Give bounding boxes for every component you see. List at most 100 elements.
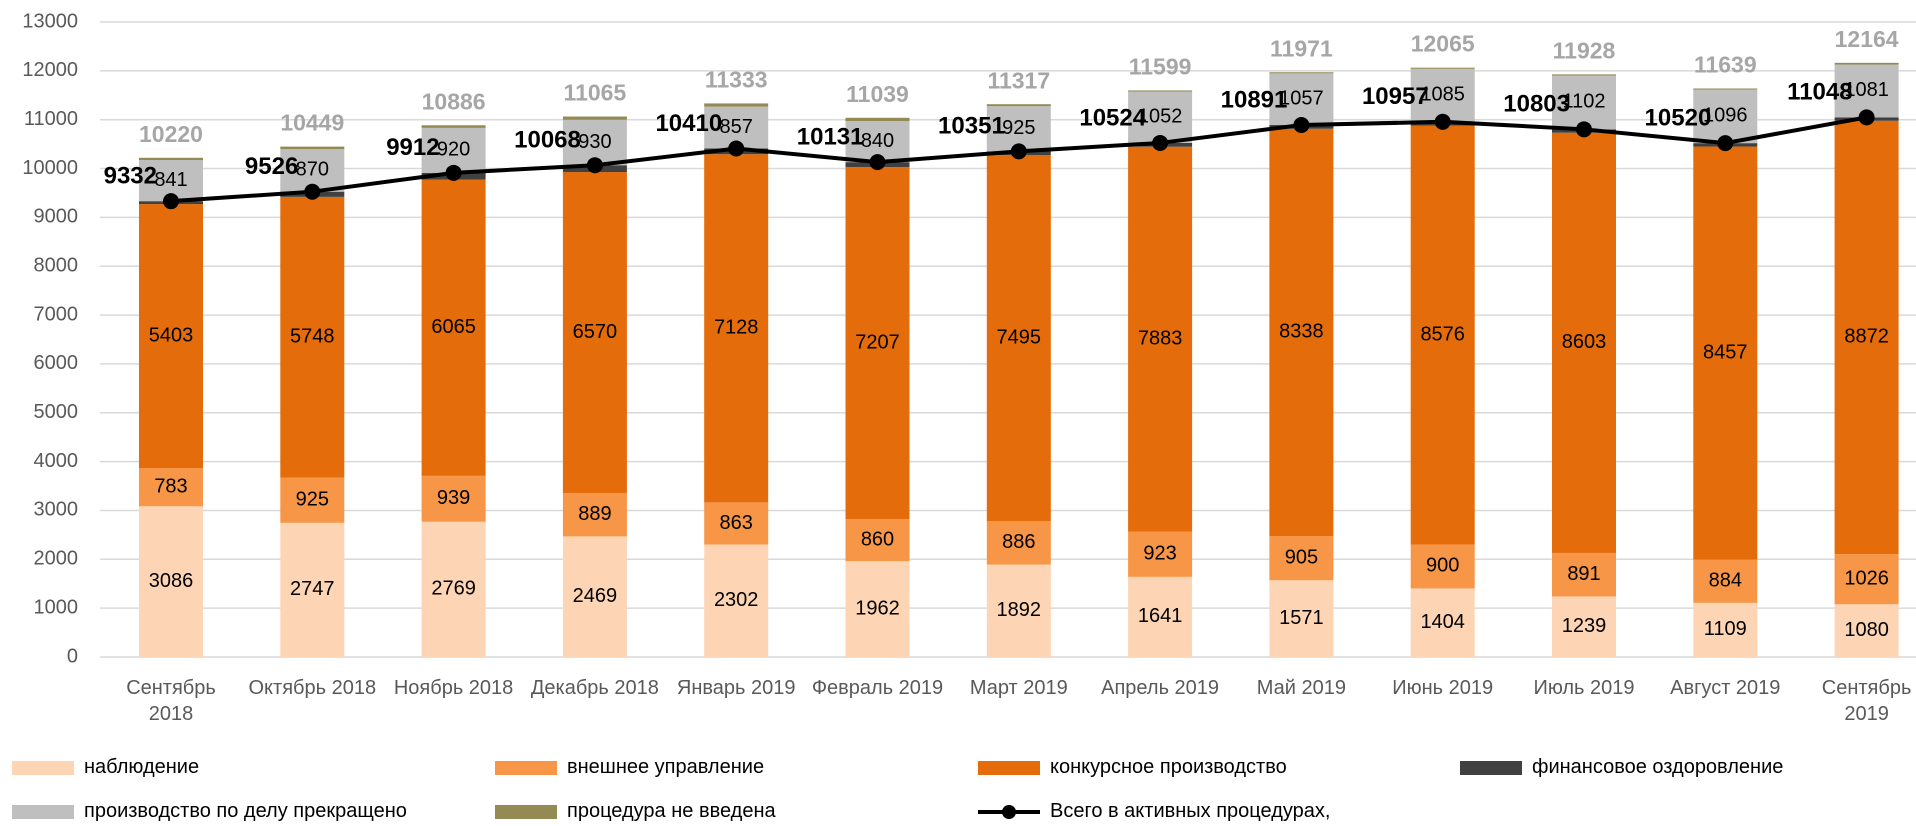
data-label: 905 [1285, 546, 1318, 568]
x-tick-label: Февраль 2019 [811, 677, 944, 699]
y-tick-label: 1000 [34, 596, 79, 618]
total-label: 11971 [1270, 35, 1333, 61]
bar-segment [1693, 602, 1758, 657]
x-tick-label: Январь 2019 [676, 677, 796, 699]
bar-segment [1552, 75, 1616, 130]
line-marker [728, 140, 745, 157]
bar-segment [421, 179, 486, 476]
bar-segment [1552, 552, 1616, 597]
bar-segment [1269, 128, 1334, 537]
total-label: 11639 [1694, 52, 1757, 78]
total-label: 11039 [846, 81, 909, 107]
bar-segment [1834, 554, 1899, 605]
data-label: 1081 [1844, 79, 1889, 101]
data-label: 923 [1143, 543, 1176, 565]
total-label: 12065 [1411, 31, 1475, 57]
y-tick-label: 11000 [24, 108, 78, 130]
legend-label: финансовое оздоровление [1532, 756, 1784, 778]
total-label: 10886 [422, 88, 486, 114]
data-label: 1962 [855, 597, 900, 619]
bar-segment [1128, 90, 1193, 92]
line-marker [869, 154, 886, 171]
bar-segment [562, 536, 627, 657]
line-marker [1152, 134, 1169, 151]
line-label: 10803 [1503, 91, 1570, 118]
data-label: 1571 [1279, 607, 1324, 629]
bar-segment [845, 519, 910, 562]
line-marker [1293, 117, 1310, 134]
line-label: 10068 [514, 127, 581, 154]
y-tick-label: 2000 [34, 548, 79, 570]
data-label: 891 [1567, 563, 1600, 585]
line-marker [1858, 109, 1875, 126]
bar-segment [139, 204, 203, 469]
data-label: 7495 [997, 327, 1042, 349]
bar-segment [1834, 62, 1899, 65]
bar-segment [1410, 588, 1475, 657]
bar-segment [1269, 536, 1334, 581]
data-label: 860 [861, 528, 894, 550]
bar-segment [1834, 120, 1899, 555]
data-label: 886 [1002, 531, 1035, 553]
x-tick-label: Октябрь 2018 [248, 677, 377, 699]
bar-segment [1693, 146, 1758, 560]
data-label: 1080 [1844, 619, 1889, 641]
x-tick-label: Сентябрь 2018 [126, 677, 216, 725]
data-label: 5748 [290, 326, 335, 348]
data-label: 884 [1709, 570, 1742, 592]
bar-segment [1410, 125, 1475, 545]
legend-item: Всего в активных процедурах, [978, 800, 1330, 823]
bar-segment [1693, 559, 1758, 603]
line-marker [163, 193, 179, 210]
data-label: 1102 [1562, 91, 1605, 113]
bar-segment [1410, 67, 1475, 69]
bar-segment [1410, 68, 1475, 122]
data-label: 6570 [573, 321, 618, 343]
data-label: 5403 [149, 324, 194, 346]
data-label: 8576 [1420, 323, 1465, 345]
data-label: 2769 [431, 578, 476, 600]
data-label: 8603 [1562, 331, 1607, 353]
x-tick-label: Ноябрь 2018 [393, 677, 514, 699]
bar-segment [1128, 531, 1193, 577]
data-label: 840 [861, 130, 894, 152]
legend-swatch [495, 760, 557, 775]
line-marker [1434, 113, 1451, 130]
bar-segment [421, 475, 486, 522]
legend-item: производство по делу прекращено [12, 800, 407, 823]
bar-segment [280, 146, 345, 150]
line-marker [1010, 143, 1027, 160]
x-tick-label: Март 2019 [969, 677, 1068, 699]
total-label: 12164 [1835, 26, 1899, 52]
legend-swatch [12, 804, 74, 819]
x-tick-label: Июнь 2019 [1392, 677, 1494, 699]
data-label: 3086 [149, 570, 194, 592]
data-label: 8457 [1703, 341, 1748, 363]
data-label: 7883 [1138, 328, 1183, 350]
legend-label: наблюдение [84, 756, 200, 778]
total-label: 11333 [705, 67, 768, 93]
line-label: 10410 [655, 110, 722, 137]
data-label: 920 [437, 139, 470, 161]
data-label: 900 [1426, 555, 1459, 577]
bar-segment [1552, 596, 1616, 657]
bar-segment [704, 103, 769, 107]
data-label: 1052 [1138, 106, 1183, 128]
data-label: 2469 [573, 585, 618, 607]
bar-segment [421, 521, 486, 657]
bar-segment [139, 506, 203, 657]
line-label: 10524 [1079, 104, 1146, 131]
bar-segment [139, 157, 203, 161]
total-label: 11928 [1553, 37, 1616, 63]
y-tick-label: 0 [67, 645, 78, 667]
legend-item: финансовое оздоровление [1460, 756, 1783, 779]
data-label: 870 [296, 159, 329, 181]
x-tick-label: Сентябрь 2019 [1821, 677, 1912, 725]
line-marker [1717, 135, 1734, 152]
data-label: 783 [154, 475, 187, 497]
y-tick-label: 10000 [22, 157, 78, 179]
bar-segment [1128, 576, 1193, 657]
bar-segment [1128, 91, 1193, 143]
data-label: 8338 [1279, 321, 1324, 343]
bar-segment [986, 564, 1051, 657]
